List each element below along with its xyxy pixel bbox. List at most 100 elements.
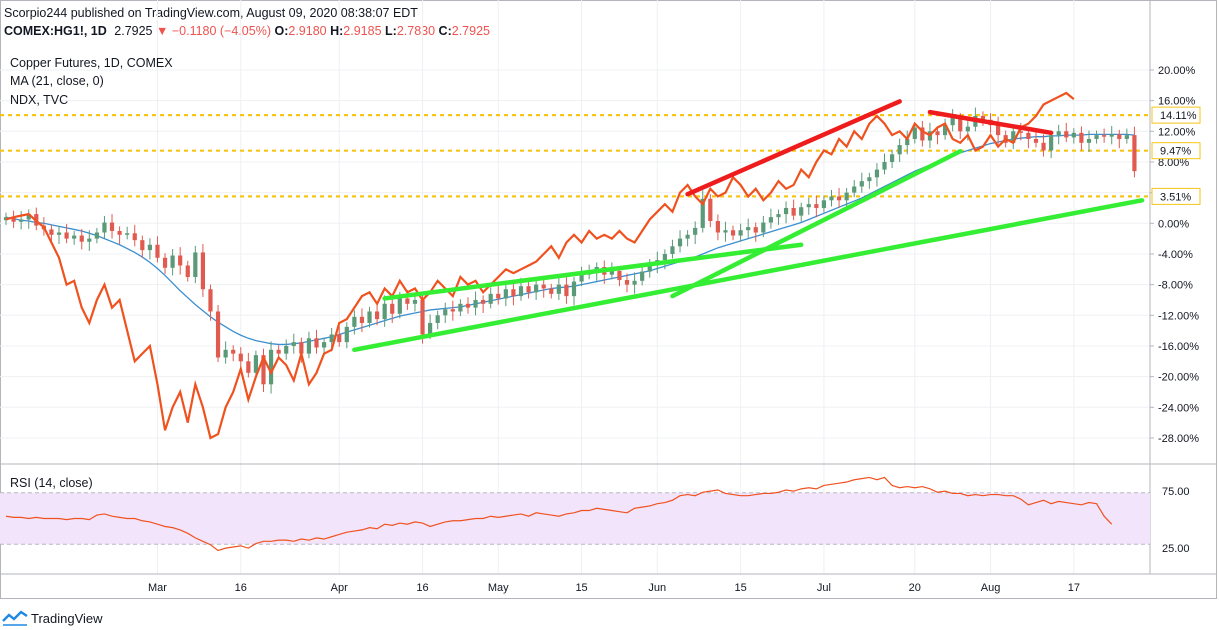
candle[interactable]: [314, 338, 319, 348]
footer-brand[interactable]: TradingView: [31, 610, 103, 626]
candle[interactable]: [238, 353, 243, 362]
candle[interactable]: [458, 303, 463, 312]
candle[interactable]: [617, 270, 622, 281]
candle[interactable]: [397, 298, 402, 314]
candle[interactable]: [26, 214, 31, 220]
candle[interactable]: [829, 196, 834, 201]
candle[interactable]: [564, 284, 569, 297]
candle[interactable]: [374, 311, 380, 320]
candle[interactable]: [359, 316, 365, 323]
candle[interactable]: [700, 198, 705, 228]
candle[interactable]: [693, 227, 698, 235]
candle[interactable]: [412, 299, 418, 304]
candle[interactable]: [723, 230, 728, 233]
candle[interactable]: [147, 244, 152, 251]
candle[interactable]: [670, 246, 675, 254]
candle[interactable]: [1124, 135, 1129, 139]
candle[interactable]: [776, 214, 781, 218]
green-trendline-long[interactable]: [352, 198, 1145, 353]
candle[interactable]: [761, 222, 766, 233]
candle[interactable]: [859, 181, 864, 187]
candle[interactable]: [268, 349, 274, 385]
candle[interactable]: [958, 117, 963, 132]
candle[interactable]: [549, 288, 554, 294]
candle[interactable]: [806, 204, 811, 208]
candle[interactable]: [215, 311, 221, 358]
candle[interactable]: [1064, 131, 1069, 138]
series-legend-title[interactable]: Copper Futures, 1D, COMEX: [10, 56, 173, 70]
candle[interactable]: [231, 349, 236, 354]
candle[interactable]: [609, 270, 614, 275]
candle[interactable]: [208, 289, 213, 312]
candle[interactable]: [511, 289, 516, 297]
candle[interactable]: [443, 309, 448, 316]
candle[interactable]: [49, 229, 54, 235]
candle[interactable]: [1079, 132, 1084, 143]
candle[interactable]: [390, 303, 395, 314]
candle[interactable]: [261, 355, 266, 385]
candle[interactable]: [79, 235, 84, 242]
rsi-line[interactable]: [5, 476, 1113, 552]
candle[interactable]: [1132, 135, 1137, 172]
candle[interactable]: [965, 126, 970, 132]
candle[interactable]: [799, 207, 804, 216]
candle[interactable]: [1049, 135, 1054, 151]
candle[interactable]: [1041, 142, 1046, 151]
ndx-line[interactable]: [5, 91, 1075, 440]
candle[interactable]: [428, 322, 433, 335]
candle[interactable]: [730, 230, 736, 236]
candle[interactable]: [768, 217, 774, 223]
candle[interactable]: [632, 280, 637, 285]
candle[interactable]: [1026, 132, 1031, 139]
candle[interactable]: [685, 234, 690, 239]
candle[interactable]: [1117, 134, 1122, 139]
candle[interactable]: [11, 217, 16, 222]
candle[interactable]: [284, 345, 289, 354]
candle[interactable]: [140, 240, 145, 251]
candle[interactable]: [942, 125, 948, 136]
candle[interactable]: [473, 299, 478, 308]
candle[interactable]: [935, 131, 940, 136]
candle[interactable]: [814, 204, 819, 208]
candle[interactable]: [19, 219, 24, 222]
candle[interactable]: [488, 293, 493, 304]
candle[interactable]: [109, 222, 115, 231]
candle[interactable]: [450, 309, 455, 312]
candle[interactable]: [178, 255, 183, 266]
candle[interactable]: [897, 145, 902, 155]
candle[interactable]: [420, 299, 425, 335]
candle[interactable]: [1011, 131, 1016, 143]
candle[interactable]: [352, 316, 357, 327]
red-trendline-falling[interactable]: [927, 109, 1054, 136]
candle[interactable]: [791, 207, 796, 216]
candle[interactable]: [950, 117, 955, 126]
candle[interactable]: [200, 252, 206, 290]
candle[interactable]: [1094, 135, 1099, 139]
candle[interactable]: [291, 342, 296, 346]
candle[interactable]: [337, 334, 342, 343]
candle[interactable]: [889, 154, 895, 162]
candle[interactable]: [852, 186, 857, 193]
candle[interactable]: [715, 220, 720, 233]
candle[interactable]: [253, 355, 259, 373]
candle[interactable]: [526, 286, 531, 293]
candle[interactable]: [844, 192, 849, 201]
green-trendline-steep[interactable]: [670, 148, 963, 299]
candle[interactable]: [738, 230, 743, 236]
candle[interactable]: [1071, 132, 1076, 138]
candle[interactable]: [56, 232, 62, 235]
candle[interactable]: [72, 235, 77, 239]
candle[interactable]: [481, 299, 486, 304]
candle[interactable]: [534, 284, 539, 293]
candle[interactable]: [367, 311, 372, 323]
candle[interactable]: [64, 232, 69, 239]
candle[interactable]: [1109, 134, 1114, 137]
ma-legend[interactable]: MA (21, close, 0): [10, 74, 104, 88]
candle[interactable]: [912, 127, 917, 139]
red-trendline-rising[interactable]: [685, 99, 902, 197]
candle[interactable]: [571, 281, 577, 297]
green-trendline-upper[interactable]: [382, 242, 804, 301]
candle[interactable]: [753, 227, 758, 233]
candle[interactable]: [155, 244, 160, 258]
candle[interactable]: [1033, 138, 1039, 143]
